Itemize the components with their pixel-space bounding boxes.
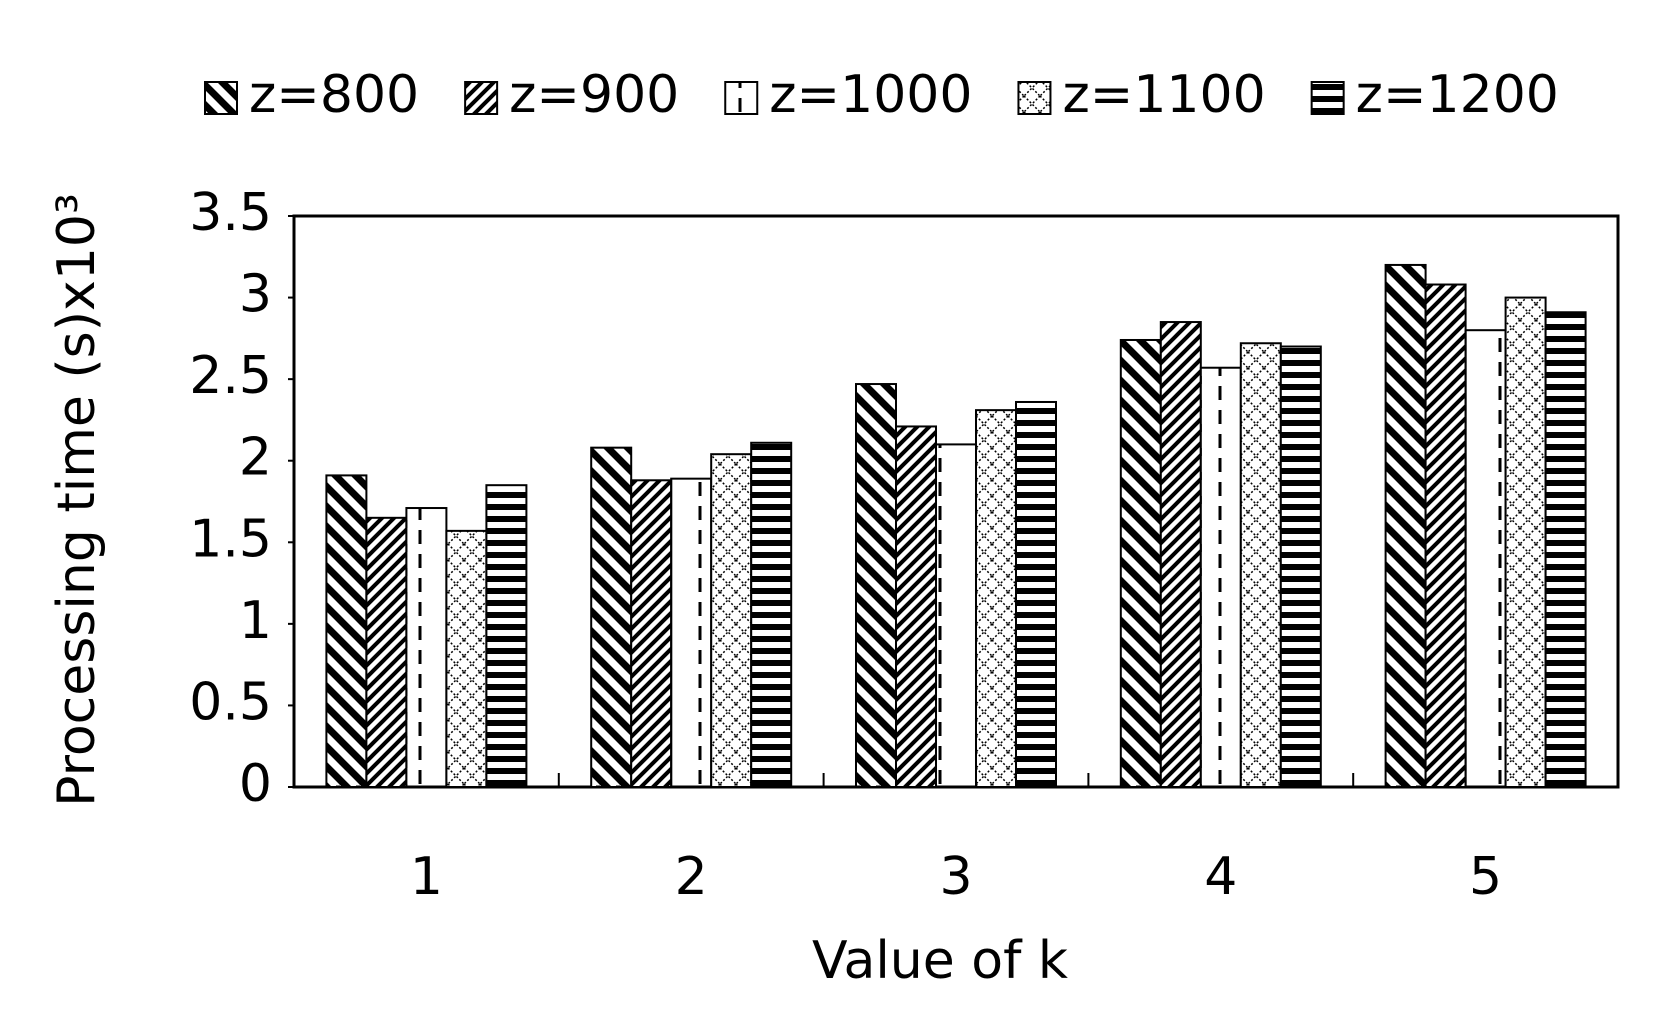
bar [365,516,408,788]
bar [750,441,793,788]
bar [590,446,633,788]
x-tick-label: 5 [1469,847,1502,907]
legend-swatch [1310,81,1345,115]
x-tick-label: 1 [410,847,443,907]
y-tick-label: 0.5 [189,672,272,732]
x-axis-label: Value of k [812,931,1068,991]
legend-swatch [724,81,759,115]
y-axis-label: Processing time (s)x10³ [47,193,107,807]
y-tick-label: 2.5 [189,346,272,406]
bar [1424,283,1467,788]
bar [1544,311,1587,788]
y-tick-label: 2 [239,428,272,488]
legend-label: z=800 [249,65,419,125]
bar [1464,329,1507,788]
bar [1159,321,1202,788]
legend-label: z=1000 [769,65,972,125]
y-tick-label: 1 [239,591,272,651]
bar [445,529,488,788]
y-tick-label: 0 [239,754,272,814]
x-tick-label: 2 [675,847,708,907]
y-tick-label: 3 [239,265,272,325]
bar [1199,366,1242,788]
bar [975,409,1017,788]
bar [630,479,673,788]
bar [1015,400,1057,788]
bar [405,507,448,788]
bar [1504,296,1547,788]
bar [670,477,713,788]
bar [895,425,937,788]
bar [485,484,528,788]
legend-label: z=1200 [1356,65,1559,125]
bar [1119,338,1162,788]
legend-swatch [204,81,238,115]
bar [935,443,977,788]
x-tick-label: 4 [1204,847,1237,907]
legend-swatch [1017,81,1052,115]
y-tick-label: 1.5 [189,509,272,569]
bar [1239,342,1282,788]
y-tick-label: 3.5 [189,183,272,243]
bar [710,453,753,788]
bar [325,474,368,788]
bar [855,383,897,788]
x-tick-label: 3 [939,847,972,907]
legend-label: z=1100 [1062,65,1265,125]
legend-swatch [464,81,499,115]
bar [1384,263,1427,788]
legend-label: z=900 [509,65,679,125]
bar [1279,345,1322,788]
